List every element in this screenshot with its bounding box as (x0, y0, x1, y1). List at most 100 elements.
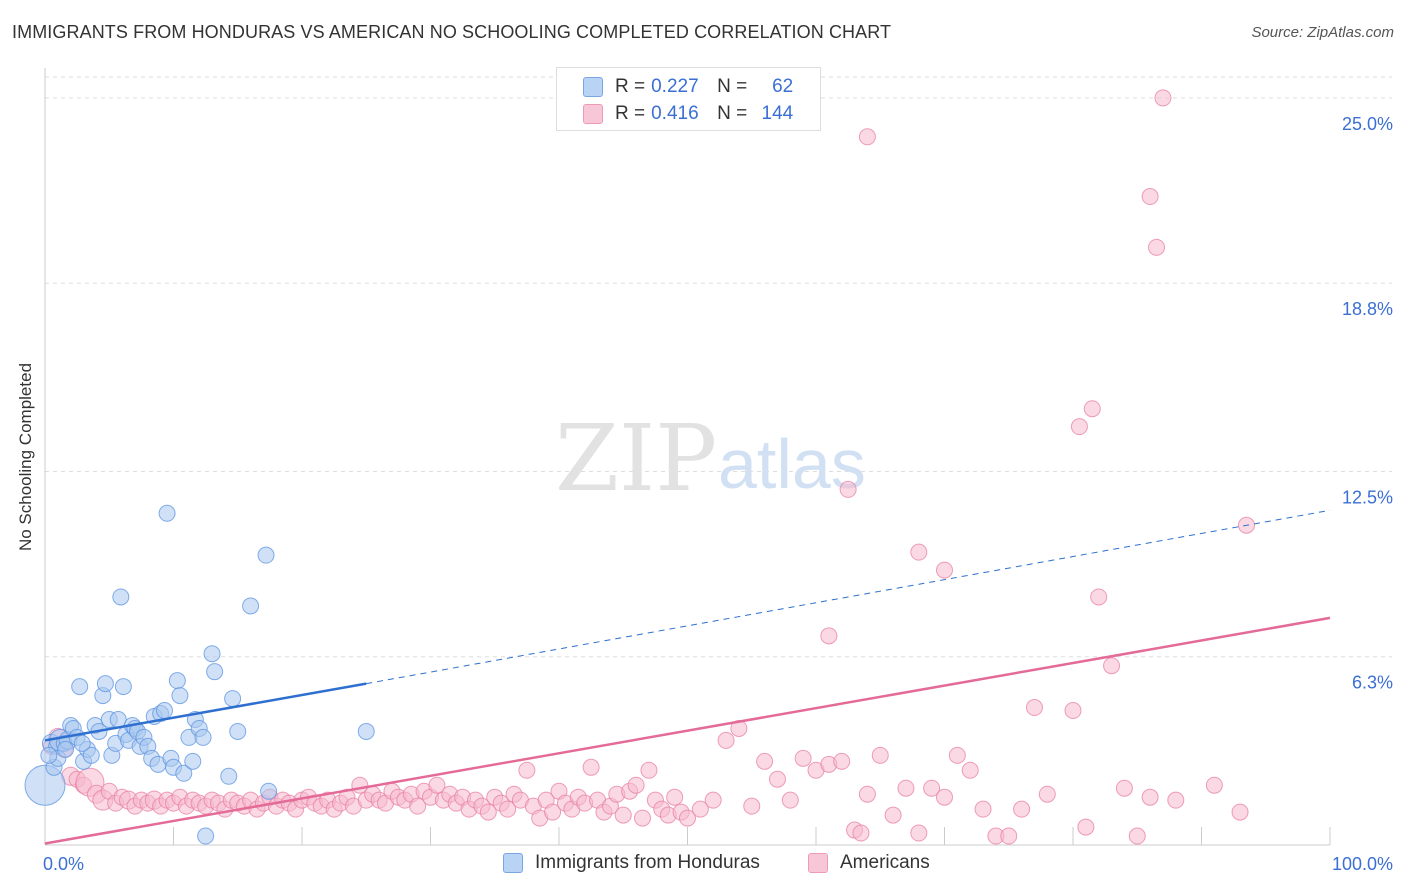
legend-item-americans[interactable]: Americans (808, 852, 930, 874)
r-label: R = (615, 103, 646, 124)
r-value: 0.416 (651, 103, 699, 124)
americans-point (974, 800, 992, 818)
legend-item-honduras[interactable]: Immigrants from Honduras (503, 852, 760, 874)
y-tick-label: 12.5% (1342, 487, 1393, 507)
americans-point (871, 746, 889, 764)
americans-point (518, 761, 536, 779)
honduras-point (257, 546, 275, 564)
r-label: R = (615, 76, 646, 97)
americans-point (1205, 776, 1223, 794)
honduras-point (57, 740, 75, 758)
n-value: 144 (761, 103, 794, 124)
americans-point (1154, 89, 1172, 107)
legend-label: Americans (840, 852, 930, 873)
honduras-trend-line (44, 682, 367, 742)
americans-point (640, 761, 658, 779)
honduras-point (114, 678, 132, 696)
americans-point (936, 561, 953, 579)
americans-point (910, 543, 928, 561)
honduras-point (242, 597, 260, 615)
americans-point (1013, 800, 1031, 818)
americans-point (858, 128, 876, 146)
x-tick-label: 100.0% (1332, 854, 1393, 874)
americans-point (794, 749, 812, 767)
americans-point (1090, 588, 1108, 606)
americans-point (1167, 791, 1185, 809)
americans-swatch (583, 104, 603, 124)
americans-point (666, 788, 684, 806)
honduras-point (171, 687, 189, 705)
grid-lines (45, 76, 1392, 658)
r-value: 0.227 (651, 76, 699, 97)
stats-legend: R = 0.227 N = 62 R = 0.416 N = 144 (556, 67, 821, 131)
americans-point (1070, 418, 1088, 436)
honduras-point (224, 690, 242, 708)
americans-point (839, 480, 857, 498)
n-label: N = (717, 76, 748, 97)
americans-point (884, 806, 902, 824)
honduras-point (203, 645, 221, 663)
americans-point (428, 776, 446, 794)
n-value: 62 (772, 76, 794, 97)
legend-row-americans: R = 0.416 N = 144 (583, 102, 793, 126)
americans-point (1083, 400, 1101, 418)
americans-point (691, 800, 709, 818)
honduras-point (168, 672, 186, 690)
americans-point (544, 803, 562, 821)
americans-point (852, 824, 870, 842)
americans-point (1025, 699, 1043, 717)
americans-point (961, 761, 979, 779)
y-axis-label: No Schooling Completed (16, 362, 35, 552)
americans-point (704, 791, 722, 809)
americans-point (717, 731, 735, 749)
americans-point (820, 627, 838, 645)
americans-point (768, 770, 786, 788)
americans-point (833, 752, 851, 770)
americans-point (743, 797, 761, 815)
americans-point (910, 824, 928, 842)
honduras-point (184, 752, 202, 770)
honduras-point (158, 504, 176, 522)
honduras-point (112, 588, 130, 606)
americans-point (409, 797, 427, 815)
axes (44, 68, 1331, 846)
y-tick-label: 18.8% (1342, 299, 1393, 319)
americans-point (1038, 785, 1056, 803)
honduras-point (156, 702, 174, 720)
honduras-point (206, 663, 224, 681)
chart-title: IMMIGRANTS FROM HONDURAS VS AMERICAN NO … (12, 22, 892, 42)
americans-point (1077, 818, 1095, 836)
series-legend: Immigrants from Honduras Americans (0, 852, 1406, 878)
americans-point (1141, 788, 1159, 806)
americans-point (582, 758, 600, 776)
honduras-trend-extension (366, 509, 1331, 685)
honduras-point (357, 722, 375, 740)
legend-row-honduras: R = 0.227 N = 62 (583, 75, 793, 99)
americans-point (634, 809, 652, 827)
americans-swatch (808, 853, 828, 873)
honduras-point (220, 767, 238, 785)
honduras-point (40, 746, 58, 764)
americans-point (627, 776, 645, 794)
y-tick-label: 25.0% (1342, 114, 1393, 134)
americans-point (897, 779, 915, 797)
americans-point (679, 809, 696, 827)
watermark-zip: ZIP (555, 405, 717, 512)
americans-point (499, 800, 517, 818)
honduras-point (260, 782, 278, 800)
n-label: N = (717, 103, 748, 124)
americans-point (614, 806, 632, 824)
americans-point (1000, 827, 1018, 845)
honduras-point (194, 728, 212, 746)
americans-point (858, 785, 876, 803)
americans-point (1103, 657, 1121, 675)
honduras-point (82, 746, 100, 764)
americans-point (1141, 188, 1159, 206)
honduras-swatch (583, 77, 603, 97)
honduras-point (73, 734, 91, 752)
honduras-point (96, 675, 114, 693)
tick-labels: 6.3% 12.5% 18.8% 25.0% 0.0% 100.0% (43, 114, 1393, 874)
honduras-swatch (503, 853, 523, 873)
legend-label: Immigrants from Honduras (535, 852, 760, 873)
